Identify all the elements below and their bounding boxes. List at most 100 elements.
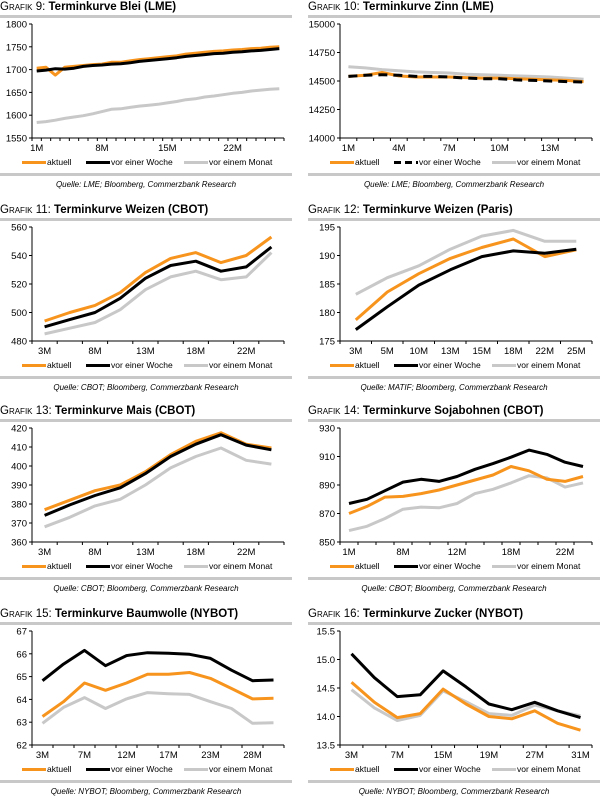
x-tick-label: 18M [187,547,206,558]
y-tick-label: 420 [11,424,27,435]
series-line-aktuell [44,431,272,512]
legend-label: vor einem Monat [517,360,581,370]
y-tick-label: 390 [11,481,27,492]
y-tick-label: 190 [319,251,335,262]
y-tick-label: 63 [16,718,27,729]
chart-source: Quelle: NYBOT; Bloomberg, Commerzbank Re… [358,787,550,796]
chart-title-prefix: Grafik 11: [0,204,55,216]
chart-plot: 13.5 14.0 14.5 15.0 15.5 3M 7M 15M 19M 27M 31M [317,627,593,761]
series-line-vor-einer-woche [41,648,274,683]
legend-label: vor einer Woche [111,157,173,167]
y-tick-label: 15000 [309,20,335,31]
x-tick-label: 13M [541,143,560,154]
x-tick-label: 22M [536,346,555,357]
x-tick-label: 22M [223,143,242,154]
source-divider [308,780,600,783]
source-divider [0,780,292,783]
x-tick-label: 13M [441,346,460,357]
legend-label: aktuell [47,561,72,571]
legend-swatch-vor-einem-monat [184,363,208,367]
legend-label: vor einer Woche [111,360,173,370]
chart-title-prefix: Grafik 16: [308,608,363,620]
y-tick-label: 1650 [6,88,27,99]
y-tick-label: 66 [16,649,27,660]
series-line-aktuell [44,235,273,323]
chart-title: Grafik 16: Terminkurve Zucker (NYBOT) [308,608,523,620]
series-line-vor-einer-woche [36,47,280,73]
x-tick-label: 12M [448,547,467,558]
chart-title-text: Terminkurve Weizen (CBOT) [54,204,209,216]
x-tick-label: 7M [443,143,456,154]
legend-item-vor-einer-woche: vor einer Woche [394,764,481,774]
series-line-aktuell [41,671,274,718]
x-tick-label: 1M [342,143,355,154]
source-divider [308,173,600,176]
series-line-vor-einem-monat [348,65,584,81]
legend-label: aktuell [47,764,72,774]
legend-swatch-aktuell [330,363,354,367]
legend-item-vor-einer-woche: vor einer Woche [394,360,481,370]
chart-source: Quelle: LME; Bloomberg, Commerzbank Rese… [363,180,545,189]
chart-legend: aktuell vor einer Woche vor einem Monat [308,561,600,575]
legend-swatch-aktuell [22,767,46,771]
chart-legend: aktuell vor einer Woche vor einem Monat [0,157,292,171]
chart-plot: 480 500 520 540 560 3M 8M 13M 18M 22M [11,223,285,357]
legend-swatch-aktuell [330,564,354,568]
chart-panel-grafik-16: Grafik 16: Terminkurve Zucker (NYBOT) 13.… [308,607,600,807]
x-tick-label: 15M [158,143,177,154]
chart-title-text: Terminkurve Zinn (LME) [362,1,494,13]
chart-source: Quelle: NYBOT; Bloomberg, Commerzbank Re… [50,787,242,796]
chart-legend: aktuell vor einer Woche vor einem Monat [308,157,600,171]
legend-swatch-vor-einer-woche [394,767,418,771]
title-divider [308,419,600,422]
y-tick-label: 15.0 [317,655,336,666]
x-tick-label: 18M [502,547,521,558]
source-divider [0,173,292,176]
x-tick-label: 10M [410,346,429,357]
chart-plot: 14000 14250 14500 14750 15000 1M 4M 7M 10M 13M [309,20,593,154]
chart-title: Grafik 12: Terminkurve Weizen (Paris) [308,204,513,216]
source-divider [308,376,600,379]
chart-title: Grafik 14: Terminkurve Sojabohnen (CBOT) [308,405,544,417]
y-tick-label: 500 [11,308,27,319]
y-tick-label: 560 [11,223,27,234]
x-tick-label: 8M [88,547,101,558]
chart-legend: aktuell vor einer Woche vor einem Monat [308,764,600,778]
x-tick-label: 8M [88,346,101,357]
x-tick-label: 22M [556,547,575,558]
y-tick-label: 930 [319,424,335,435]
legend-label: vor einem Monat [209,360,273,370]
legend-swatch-aktuell [22,160,46,164]
legend-swatch-vor-einem-monat [492,564,516,568]
chart-title: Grafik 15: Terminkurve Baumwolle (NYBOT) [0,608,238,620]
y-tick-label: 1700 [6,65,27,76]
y-tick-label: 520 [11,280,27,291]
series-line-aktuell [350,681,581,732]
y-tick-label: 910 [319,452,335,463]
legend-item-aktuell: aktuell [22,561,72,571]
x-tick-label: 12M [117,750,136,761]
x-tick-label: 22M [237,547,256,558]
y-tick-label: 14750 [309,48,335,59]
y-tick-label: 62 [16,741,27,752]
legend-item-aktuell: aktuell [22,764,72,774]
x-tick-label: 8M [396,547,409,558]
chart-title-prefix: Grafik 15: [0,608,55,620]
series-line-vor-einem-monat [350,688,581,722]
x-tick-label: 13M [136,547,155,558]
chart-panel-grafik-12: Grafik 12: Terminkurve Weizen (Paris) 175… [308,203,600,403]
y-tick-label: 175 [319,337,335,348]
y-tick-label: 850 [319,538,335,549]
legend-label: aktuell [47,157,72,167]
legend-swatch-aktuell [330,160,354,164]
legend-label: vor einer Woche [111,764,173,774]
y-tick-label: 15.5 [317,627,336,638]
legend-swatch-vor-einer-woche [86,363,110,367]
chart-title-text: Terminkurve Weizen (Paris) [362,204,513,216]
legend-item-vor-einer-woche: vor einer Woche [394,561,481,571]
chart-title-prefix: Grafik 14: [308,405,363,417]
chart-source: Quelle: CBOT; Bloomberg, Commerzbank Res… [53,584,239,593]
x-tick-label: 19M [480,750,499,761]
x-tick-label: 15M [473,346,492,357]
legend-swatch-vor-einem-monat [184,767,208,771]
